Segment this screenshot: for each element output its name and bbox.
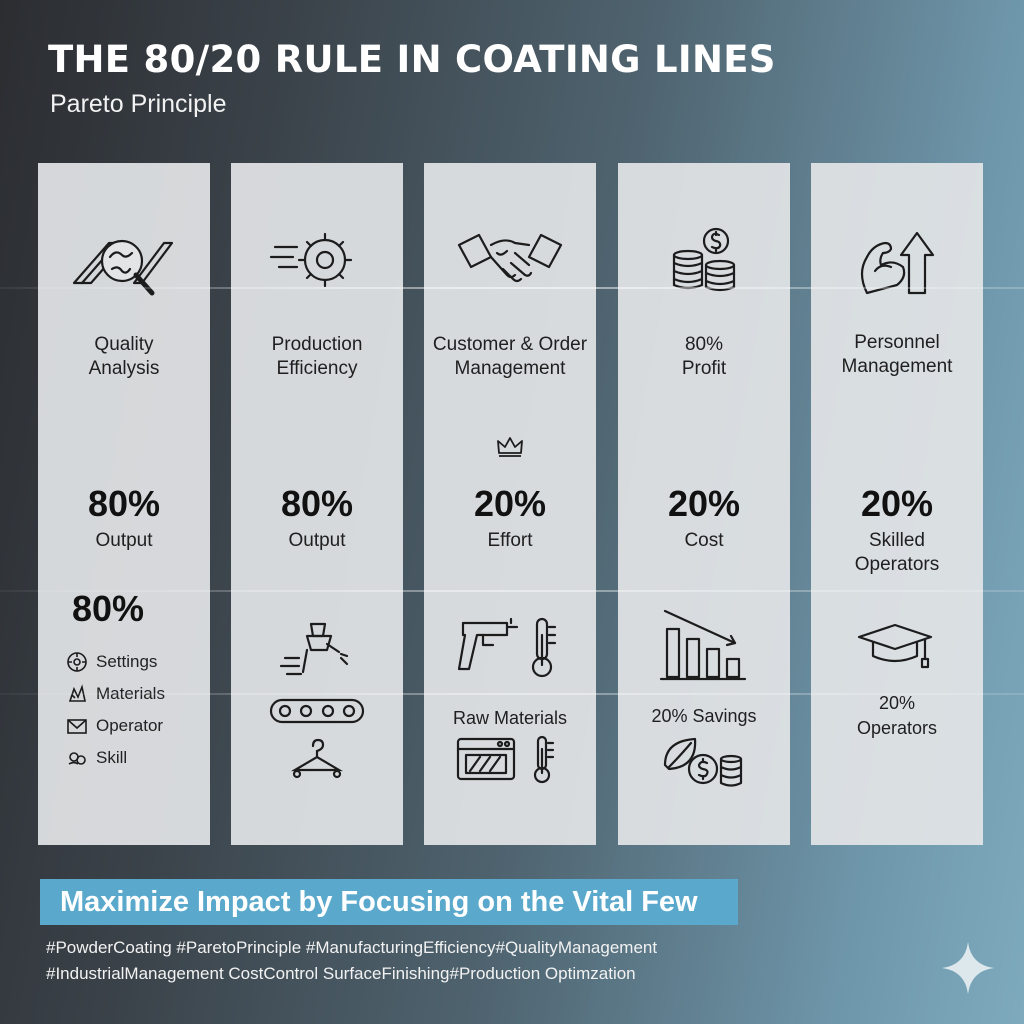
percent-value: 20% (667, 483, 741, 524)
percent-label: Output (288, 530, 346, 551)
light-streak (0, 590, 1024, 592)
column-customer-order: Customer & Order Management 20% Effort Ra… (424, 163, 596, 845)
hashtag-line: #PowderCoating #ParetoPrinciple #Manufac… (46, 938, 658, 957)
secondary-percent: 80% (72, 588, 145, 629)
banner: Maximize Impact by Focusing on the Vital… (40, 879, 738, 925)
spray-thermo-group (424, 615, 596, 685)
oven-thermo-group (424, 733, 596, 789)
page-subtitle: Pareto Principle (50, 90, 227, 118)
handshake-icon (424, 223, 596, 303)
column-heading: Quality Analysis (88, 334, 160, 379)
light-streak (0, 287, 1024, 289)
envelope-icon (67, 719, 87, 734)
list-item: Skill (66, 742, 165, 774)
page-title: THE 80/20 RULE IN COATING LINES (48, 38, 776, 81)
list-item: Operator (66, 710, 165, 742)
light-streak (0, 693, 1024, 695)
column-heading: 80% Profit (681, 334, 727, 379)
caption: Raw Materials (452, 708, 568, 728)
percent-label: Skilled Operators (854, 530, 940, 575)
materials-icon (68, 684, 86, 702)
hanger-icon (231, 736, 403, 780)
percent-value: 20% (860, 483, 934, 524)
coins-dollar-icon (618, 225, 790, 301)
caption: 20% Operators (856, 693, 938, 738)
list-item: Materials (66, 678, 165, 710)
crown-icon (424, 435, 596, 459)
list-item: Settings (66, 646, 165, 678)
hashtag-line: #IndustrialManagement CostControl Surfac… (46, 964, 636, 983)
banner-text: Maximize Impact by Focusing on the Vital… (60, 885, 698, 918)
skill-icon (68, 752, 86, 765)
conveyor-icon (231, 696, 403, 726)
factor-list: Settings Materials Operator Skill (66, 646, 165, 774)
gear-speed-icon (231, 225, 403, 295)
leaf-coins-icon (618, 735, 790, 791)
column-quality-analysis: Quality Analysis 80% Output 80% Settings … (38, 163, 210, 845)
column-heading: Production Efficiency (271, 334, 363, 379)
column-heading: Customer & Order Management (432, 334, 588, 379)
column-heading: Personnel Management (841, 332, 953, 377)
settings-icon (67, 652, 87, 672)
percent-label: Cost (684, 530, 724, 551)
percent-value: 80% (280, 483, 354, 524)
flexed-arm-arrow-icon (811, 223, 983, 299)
percent-value: 20% (473, 483, 547, 524)
spray-gun-icon (457, 617, 519, 671)
sparkle-icon (942, 942, 994, 994)
oven-icon (456, 737, 516, 781)
graduation-cap-icon (811, 621, 983, 671)
column-production-efficiency: Production Efficiency 80% Output (231, 163, 403, 845)
percent-label: Effort (487, 530, 533, 551)
hashtags: #PowderCoating #ParetoPrinciple #Manufac… (46, 935, 657, 987)
thermometer-icon (531, 617, 557, 678)
percent-value: 80% (87, 483, 161, 524)
column-personnel: Personnel Management 20% Skilled Operators… (811, 163, 983, 845)
column-profit: 80% Profit 20% Cost 20% Savings (618, 163, 790, 845)
percent-label: Output (95, 530, 153, 551)
declining-bar-chart-icon (618, 607, 790, 683)
thermometer-icon (533, 735, 555, 784)
caption: 20% Savings (651, 706, 757, 726)
magnifier-globe-icon (38, 223, 210, 303)
spray-gun-icon (231, 618, 403, 688)
